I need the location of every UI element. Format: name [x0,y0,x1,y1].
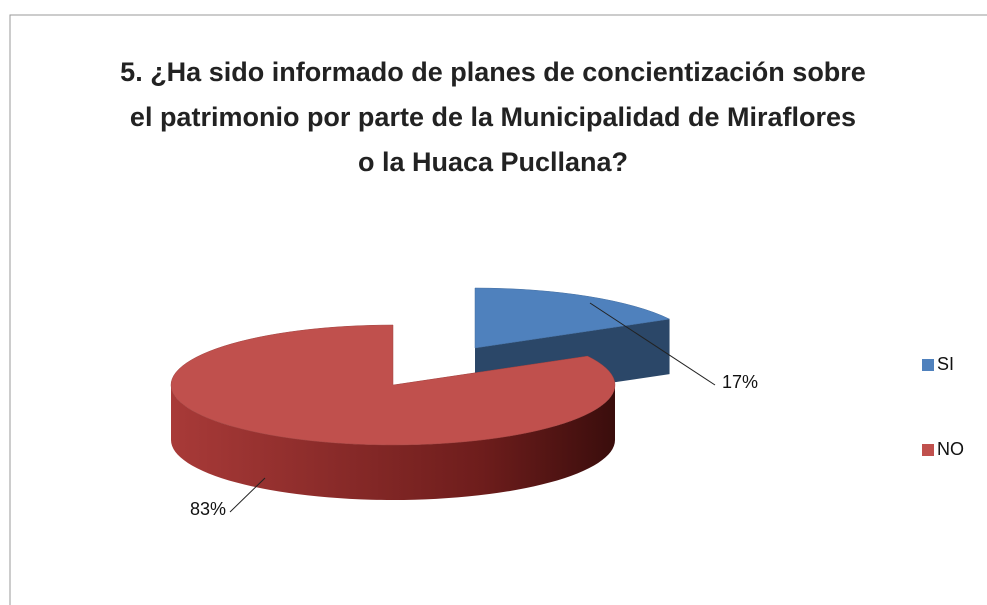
chart-title: 5. ¿Ha sido informado de planes de conci… [120,57,866,177]
data-label: 83% [190,499,226,519]
leader-line [589,302,716,386]
frame [9,14,987,605]
slice [170,324,616,446]
legend-swatch [922,359,934,371]
slice [474,287,671,349]
slice-side [171,385,615,500]
legend-swatch [922,444,934,456]
legend-label: NO [937,439,964,459]
legend-label: SI [937,354,954,374]
leader-line [229,477,266,513]
data-label: 17% [722,372,758,392]
